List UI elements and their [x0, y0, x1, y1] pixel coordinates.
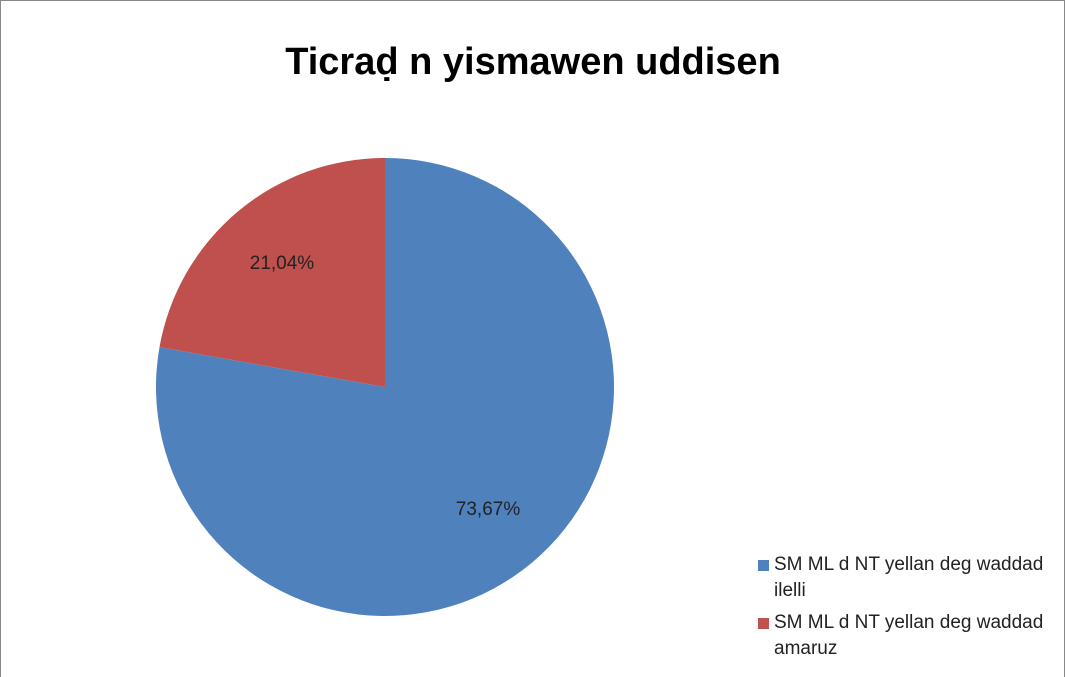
- legend-label: SM ML d NT yellan deg waddad amaruz: [774, 612, 1044, 659]
- legend-label: SM ML d NT yellan deg waddad ilelli: [774, 554, 1044, 601]
- legend: SM ML d NT yellan deg waddad ilelli SM ML…: [758, 552, 1048, 668]
- pie-slice: [159, 158, 385, 387]
- legend-entry: SM ML d NT yellan deg waddad ilelli: [758, 552, 1048, 604]
- data-label: 21,04%: [250, 253, 315, 274]
- legend-swatch: [758, 618, 769, 629]
- legend-swatch: [758, 560, 769, 571]
- data-label: 73,67%: [456, 499, 521, 520]
- chart-title: Ticraḍ n yismawen uddisen: [285, 41, 781, 83]
- legend-entry: SM ML d NT yellan deg waddad amaruz: [758, 610, 1048, 662]
